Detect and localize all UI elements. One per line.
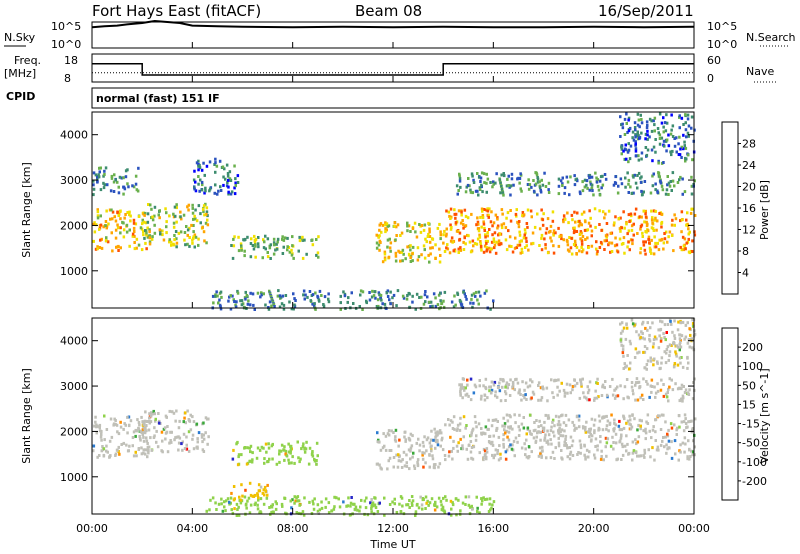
x-tick-label: 20:00: [578, 522, 610, 535]
region-5: [375, 221, 446, 264]
colorbar-tick-label: 200: [742, 341, 763, 354]
region-7: [455, 171, 696, 197]
nave-tick-top: 60: [707, 54, 721, 67]
region-5: [458, 377, 696, 403]
power-y-ticks: 1000 2000 3000 4000: [60, 129, 694, 278]
noise-panel: N.Sky 10^5 10^0 10^5 10^0 N.Search: [4, 19, 796, 51]
colorbar-tick-label: 24: [742, 159, 756, 172]
colorbar-tick-label: 16: [742, 202, 756, 215]
region-8: [619, 112, 696, 165]
region-2: [231, 440, 319, 467]
colorbar-tick-label: 12: [742, 224, 756, 237]
noise-tick-top-left: 10^5: [51, 20, 81, 33]
velocity-colorbar: 200 100 50 15 -15 -50 -100 -200: [721, 327, 767, 501]
y-tick-label: 2000: [60, 219, 88, 232]
station-title: Fort Hays East (fitACF): [92, 2, 261, 20]
region-3: [375, 427, 445, 471]
region-8: [230, 481, 269, 502]
cpid-label: CPID: [6, 90, 35, 103]
velocity-colorbar-label: Velocity [m s^-1]: [758, 368, 771, 463]
nsky-label: N.Sky: [4, 31, 36, 44]
colorbar-tick-label: 50: [742, 379, 756, 392]
power-colorbar-label: Power [dB]: [758, 180, 771, 240]
region-2: [142, 202, 210, 249]
y-tick-label: 4000: [60, 335, 88, 348]
colorbar-tick-label: -100: [742, 456, 767, 469]
noise-tick-top-right: 10^5: [707, 20, 737, 33]
beam-title: Beam 08: [355, 2, 422, 20]
freq-tick-bottom: 8: [64, 72, 71, 85]
colorbar-tick-label: 100: [742, 360, 763, 373]
colorbar-frame: [721, 327, 739, 501]
x-axis-ticks: 00:00 04:00 08:00 12:00 16:00 20:00 00:00: [76, 42, 710, 535]
x-tick-label: 00:00: [678, 522, 710, 535]
region-1: [92, 166, 140, 197]
region-0: [92, 414, 149, 459]
y-tick-label: 1000: [60, 265, 88, 278]
region-4: [230, 234, 320, 260]
region-3: [192, 157, 240, 196]
colorbar-frame: [721, 121, 739, 295]
velocity-panel: 1000 2000 3000 4000 Slant Range [km] 200 100…: [20, 317, 771, 517]
x-tick-label: 16:00: [477, 522, 509, 535]
noise-tick-bottom-left: 10^0: [51, 38, 81, 51]
freq-label: Freq.: [14, 54, 41, 67]
power-y-label: Slant Range [km]: [20, 162, 33, 258]
x-axis-label: Time UT: [369, 538, 415, 551]
frequency-plot: [92, 63, 694, 76]
colorbar-tick-label: 28: [742, 138, 756, 151]
x-tick-label: 04:00: [176, 522, 208, 535]
region-4: [443, 413, 697, 462]
velocity-y-label: Slant Range [km]: [20, 368, 33, 464]
x-tick-label: 12:00: [377, 522, 409, 535]
frequency-series-line: [92, 63, 694, 76]
colorbar-tick-label: 15: [742, 398, 756, 411]
colorbar-tick-label: -50: [742, 437, 760, 450]
y-tick-label: 1000: [60, 471, 88, 484]
x-tick-label: 08:00: [277, 522, 309, 535]
date-title: 16/Sep/2011: [598, 2, 694, 20]
y-tick-label: 4000: [60, 129, 88, 142]
power-colorbar: 4 8 12 16 20 24 28: [721, 121, 756, 295]
y-tick-label: 3000: [60, 380, 88, 393]
freq-tick-top: 18: [64, 54, 78, 67]
frequency-panel: Freq. [MHz] 18 8 60 0 Nave: [4, 53, 776, 85]
nsky-series-line: [91, 19, 695, 29]
velocity-y-ticks: 1000 2000 3000 4000: [60, 335, 694, 484]
y-tick-label: 2000: [60, 425, 88, 438]
region-7: [205, 495, 496, 517]
region-1: [142, 409, 210, 455]
cpid-box: [91, 87, 695, 109]
region-0: [92, 208, 150, 253]
colorbar-tick-label: -15: [742, 418, 760, 431]
x-tick-label: 00:00: [76, 522, 108, 535]
colorbar-tick-label: 20: [742, 181, 756, 194]
noise-tick-bottom-right: 10^0: [707, 38, 737, 51]
nave-label: Nave: [746, 65, 774, 78]
noise-plot: [91, 19, 695, 29]
freq-unit-label: [MHz]: [4, 67, 36, 80]
power-panel: 1000 2000 3000 4000 Slant Range [km] 4 8 12 16…: [20, 111, 771, 311]
region-9: [211, 289, 495, 311]
colorbar-tick-label: -200: [742, 475, 767, 488]
y-tick-label: 3000: [60, 174, 88, 187]
nsearch-label: N.Search: [746, 31, 796, 44]
colorbar-tick-label: 4: [742, 267, 749, 280]
power-heatmap: [92, 112, 697, 311]
velocity-heatmap: [92, 318, 697, 517]
region-6: [443, 207, 697, 256]
cpid-text: normal (fast) 151 IF: [96, 92, 220, 105]
colorbar-tick-label: 8: [742, 245, 749, 258]
region-6: [619, 318, 697, 371]
nave-tick-bottom: 0: [707, 72, 714, 85]
